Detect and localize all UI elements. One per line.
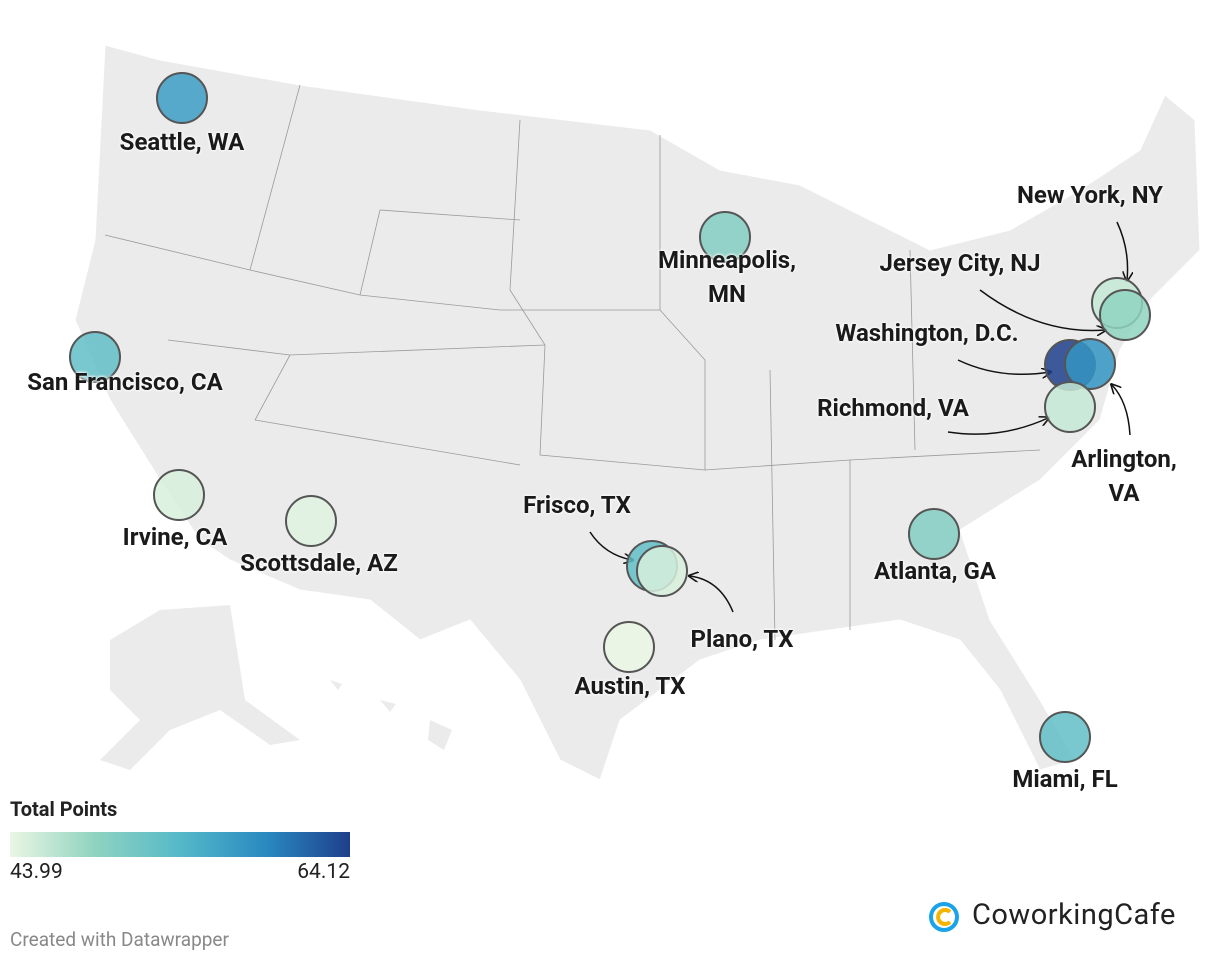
arrow: [690, 576, 734, 613]
city-marker: [908, 508, 960, 560]
hawaii: [330, 680, 452, 750]
legend-max: 64.12: [297, 860, 350, 884]
legend-gradient: [10, 832, 350, 857]
city-marker: [285, 495, 337, 547]
city-label: Minneapolis, MN: [657, 246, 797, 308]
city-label: Irvine, CA: [122, 523, 228, 551]
brand: CoworkingCafe: [972, 898, 1176, 932]
city-label: Seattle, WA: [119, 128, 245, 156]
city-label: Jersey City, NJ: [879, 249, 1041, 277]
legend-title: Total Points: [10, 797, 118, 821]
footer: Created with Datawrapper: [10, 928, 229, 951]
city-marker: [603, 621, 655, 673]
city-label: Scottsdale, AZ: [240, 549, 398, 577]
brand-icon: [929, 902, 959, 932]
state-borders: [104, 84, 1041, 641]
city-label: Plano, TX: [690, 625, 794, 653]
city-marker: [1044, 381, 1096, 433]
city-marker: [699, 211, 751, 263]
city-marker: [153, 469, 205, 521]
arrow: [979, 289, 1105, 331]
city-label: Washington, D.C.: [835, 319, 1019, 347]
city-marker: [1039, 711, 1091, 763]
city-marker: [156, 72, 208, 124]
arrow: [957, 359, 1050, 374]
city-marker: [69, 331, 121, 383]
city-label: Austin, TX: [574, 672, 686, 700]
city-marker: [1099, 289, 1151, 341]
arrow: [1112, 385, 1131, 436]
city-marker: [1064, 338, 1116, 390]
city-label: Frisco, TX: [523, 491, 631, 519]
legend-min: 43.99: [10, 860, 63, 884]
city-label: San Francisco, CA: [27, 368, 223, 396]
arrow: [1116, 221, 1128, 280]
city-marker: [636, 545, 688, 597]
city-label: Miami, FL: [1012, 765, 1118, 793]
city-label: New York, NY: [1016, 181, 1164, 209]
city-label: Arlington, VA: [1071, 445, 1177, 507]
alaska: [100, 605, 300, 770]
city-label: Richmond, VA: [817, 394, 969, 422]
arrow: [947, 418, 1048, 435]
city-label: Atlanta, GA: [873, 557, 996, 585]
